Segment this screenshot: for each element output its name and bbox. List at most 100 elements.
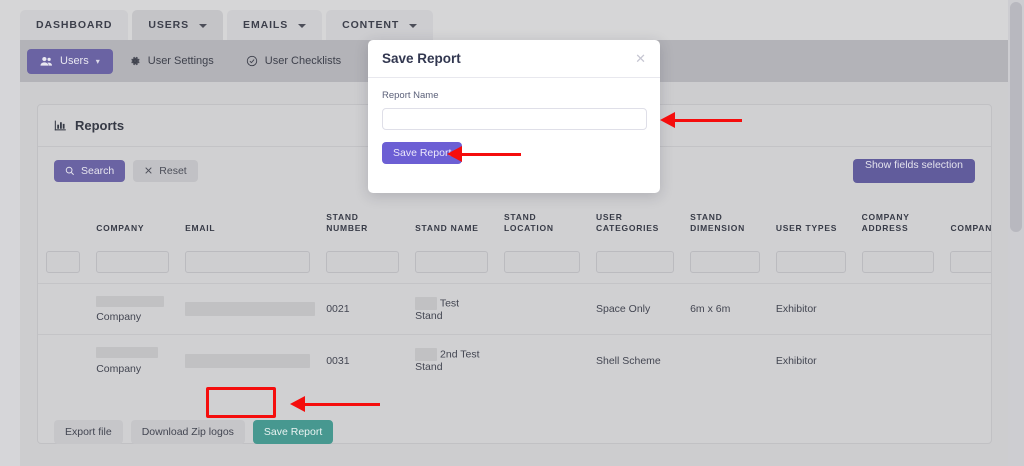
page-scrollbar-thumb[interactable] bbox=[1010, 2, 1022, 232]
show-fields-selection-label: Show fields selection bbox=[864, 158, 963, 171]
filter-input-stand-location[interactable] bbox=[503, 250, 580, 273]
table-row[interactable]: Company 0021 Test Stand bbox=[38, 283, 991, 335]
row-cell-email bbox=[177, 283, 318, 335]
reports-toolbar: Search Reset Show fields selection bbox=[38, 147, 991, 194]
export-file-button[interactable]: Export file bbox=[54, 420, 123, 444]
redacted-block bbox=[96, 295, 165, 307]
filter-input-email[interactable] bbox=[185, 250, 311, 273]
filter-cell-stand-dimension bbox=[682, 247, 768, 284]
subnav-users-button[interactable]: Users ▾ bbox=[27, 48, 113, 74]
subnav-item-user-settings[interactable]: User Settings bbox=[113, 47, 230, 75]
report-name-input[interactable] bbox=[382, 108, 647, 130]
reset-button-label: Reset bbox=[159, 164, 187, 177]
col-header-stand-number[interactable]: STAND NUMBER bbox=[326, 212, 369, 234]
annotation-highlight-save-report-button bbox=[206, 387, 276, 418]
table-body: Company 0021 Test Stand bbox=[38, 283, 991, 386]
subnav-item-user-checklists-label: User Checklists bbox=[264, 55, 342, 67]
tab-content-label: CONTENT bbox=[342, 19, 400, 31]
arrow-shaft bbox=[673, 118, 742, 122]
row-stand-name-label: Test Stand bbox=[415, 296, 460, 322]
chevron-down-icon bbox=[298, 24, 307, 28]
filter-input-user-categories[interactable] bbox=[595, 250, 675, 273]
row-cell-user-types: Exhibitor bbox=[775, 354, 817, 367]
redacted-block bbox=[415, 296, 438, 310]
arrow-shaft bbox=[303, 402, 380, 406]
reset-button[interactable]: Reset bbox=[133, 159, 198, 182]
filter-cell-company bbox=[88, 247, 177, 284]
search-button[interactable]: Search bbox=[54, 159, 126, 182]
filter-input-user-types[interactable] bbox=[775, 250, 846, 273]
annotation-arrow-footer-save-button bbox=[290, 395, 380, 413]
col-header-company[interactable]: COMPANY bbox=[96, 223, 145, 234]
page-scrollbar[interactable] bbox=[1008, 0, 1024, 466]
tab-users[interactable]: USERS bbox=[132, 10, 224, 40]
row-company-label: Company bbox=[96, 311, 142, 324]
redacted-block bbox=[96, 347, 159, 359]
check-circle-icon bbox=[246, 55, 258, 67]
row-cell-company: Company bbox=[88, 335, 177, 386]
users-icon bbox=[40, 55, 53, 68]
filter-input-stand-name[interactable] bbox=[415, 250, 488, 273]
filter-input-stand-dimension[interactable] bbox=[690, 250, 760, 273]
show-fields-selection-button[interactable]: Show fields selection bbox=[852, 158, 975, 183]
col-header-company-address[interactable]: COMPANY ADDRESS bbox=[861, 212, 910, 234]
report-name-label: Report Name bbox=[382, 90, 439, 101]
redacted-block bbox=[185, 353, 311, 368]
caret-down-icon: ▾ bbox=[95, 56, 100, 66]
row-cell-stand-dimension: 6m x 6m bbox=[690, 303, 731, 316]
annotation-arrow-report-name-input bbox=[660, 111, 742, 129]
row-cell-stand-location bbox=[496, 283, 588, 335]
col-header-company-2[interactable]: COMPANY bbox=[950, 223, 991, 234]
save-report-footer-button[interactable]: Save Report bbox=[252, 420, 334, 444]
arrow-head-icon bbox=[660, 112, 675, 128]
col-header-email[interactable]: EMAIL bbox=[185, 223, 216, 234]
col-header-user-types[interactable]: USER TYPES bbox=[775, 223, 838, 234]
reports-footer: Export file Download Zip logos Save Repo… bbox=[38, 404, 991, 444]
save-report-modal: Save Report ✕ Report Name Save Report bbox=[368, 40, 660, 193]
filter-input-blank[interactable] bbox=[46, 250, 81, 273]
filter-input-company-address[interactable] bbox=[861, 250, 935, 273]
arrow-head-icon bbox=[447, 146, 462, 162]
row-cell-company: Company bbox=[88, 283, 177, 335]
reports-table-scroll[interactable]: COMPANY EMAIL STAND NUMBER STAND NAME ST… bbox=[38, 194, 991, 404]
download-zip-logos-button[interactable]: Download Zip logos bbox=[130, 420, 245, 444]
filter-input-stand-number[interactable] bbox=[326, 250, 400, 273]
row-cell-company-2 bbox=[942, 335, 991, 386]
table-filter-row bbox=[38, 247, 991, 284]
close-icon[interactable]: ✕ bbox=[635, 51, 646, 66]
row-cell-company-2 bbox=[942, 283, 991, 335]
table-head: COMPANY EMAIL STAND NUMBER STAND NAME ST… bbox=[38, 194, 991, 283]
row-cell-user-categories: Space Only bbox=[595, 303, 651, 316]
tab-dashboard[interactable]: DASHBOARD bbox=[20, 10, 129, 40]
table-row[interactable]: Company 0031 2nd Test Stand bbox=[38, 334, 991, 386]
col-header-stand-location[interactable]: STAND LOCATION bbox=[503, 212, 554, 234]
col-header-user-categories[interactable]: USER CATEGORIES bbox=[595, 212, 660, 234]
tab-emails-label: EMAILS bbox=[243, 19, 289, 31]
subnav-users-label: Users bbox=[60, 55, 89, 67]
tab-content[interactable]: CONTENT bbox=[326, 10, 434, 40]
gear-icon bbox=[129, 55, 141, 67]
tab-emails[interactable]: EMAILS bbox=[227, 10, 323, 40]
row-cell-stand-name: 2nd Test Stand bbox=[407, 335, 496, 386]
subnav-item-user-checklists[interactable]: User Checklists bbox=[230, 47, 357, 75]
page-title: Reports bbox=[75, 118, 125, 133]
filter-cell-blank bbox=[38, 247, 88, 284]
col-header-stand-dimension[interactable]: STAND DIMENSION bbox=[690, 212, 746, 234]
filter-input-company[interactable] bbox=[96, 250, 170, 273]
filter-input-company-2[interactable] bbox=[950, 250, 991, 273]
save-report-footer-label: Save Report bbox=[263, 426, 323, 438]
row-cell-stand-number: 0031 bbox=[326, 354, 350, 367]
search-button-label: Search bbox=[81, 164, 115, 177]
filter-cell-stand-number bbox=[318, 247, 407, 284]
bar-chart-icon bbox=[54, 119, 67, 132]
row-cell-company-address bbox=[854, 283, 943, 335]
modal-body: Report Name Save Report bbox=[368, 78, 660, 178]
col-header-stand-name[interactable]: STAND NAME bbox=[415, 223, 479, 234]
row-cell-stand-number: 0021 bbox=[326, 303, 350, 316]
col-header-blank[interactable] bbox=[38, 194, 88, 247]
row-cell-user-categories: Shell Scheme bbox=[595, 354, 661, 367]
tab-users-label: USERS bbox=[148, 19, 190, 31]
arrow-head-icon bbox=[290, 396, 305, 412]
modal-save-report-button[interactable]: Save Report bbox=[382, 142, 463, 164]
